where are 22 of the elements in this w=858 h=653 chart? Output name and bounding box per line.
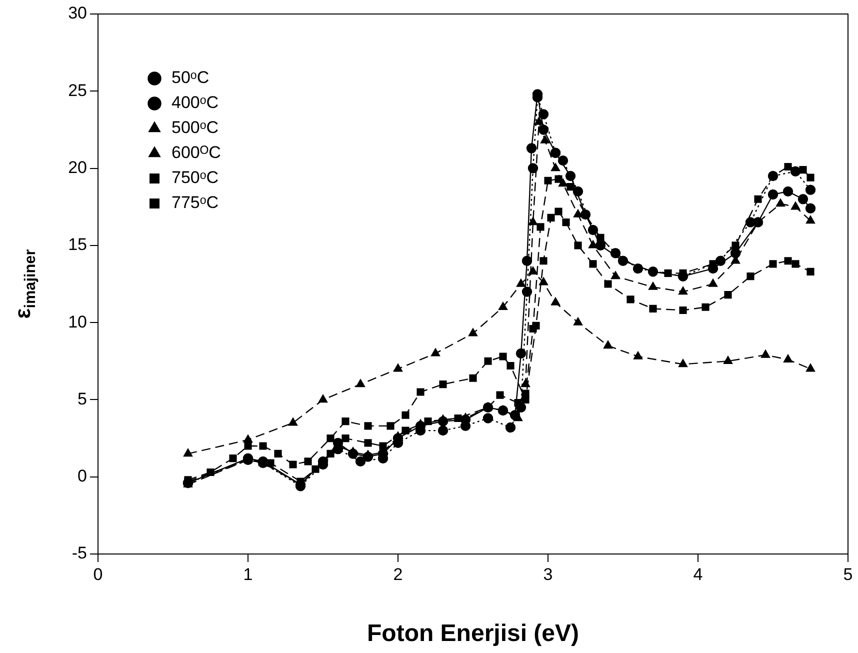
y-tick-label: 10 <box>68 312 87 332</box>
x-tick-label: 3 <box>543 564 553 584</box>
x-tick-label: 1 <box>243 564 253 584</box>
x-axis-title: Foton Enerjisi (eV) <box>366 620 580 648</box>
legend-label: 400ᵒC <box>172 93 219 112</box>
x-tick-label: 4 <box>693 564 703 584</box>
legend-label: 750ᵒC <box>172 168 219 188</box>
x-tick-label: 5 <box>843 564 853 584</box>
x-tick-label: 2 <box>393 564 403 584</box>
y-tick-label: 15 <box>68 235 87 254</box>
legend-label: 600ᴼC <box>172 143 221 162</box>
legend-label: 500ᵒC <box>172 118 219 138</box>
y-tick-label: -5 <box>72 544 87 563</box>
y-tick-label: 25 <box>68 80 87 100</box>
y-tick-label: 20 <box>68 158 87 177</box>
legend-label: 50ᵒC <box>172 68 210 88</box>
y-tick-label: 30 <box>68 4 87 23</box>
y-tick-label: 0 <box>78 466 87 486</box>
x-tick-label: 0 <box>93 564 103 584</box>
legend-label: 775ᵒC <box>172 193 219 212</box>
y-tick-label: 5 <box>78 389 87 408</box>
y-axis-title: εimajiner <box>10 249 39 319</box>
